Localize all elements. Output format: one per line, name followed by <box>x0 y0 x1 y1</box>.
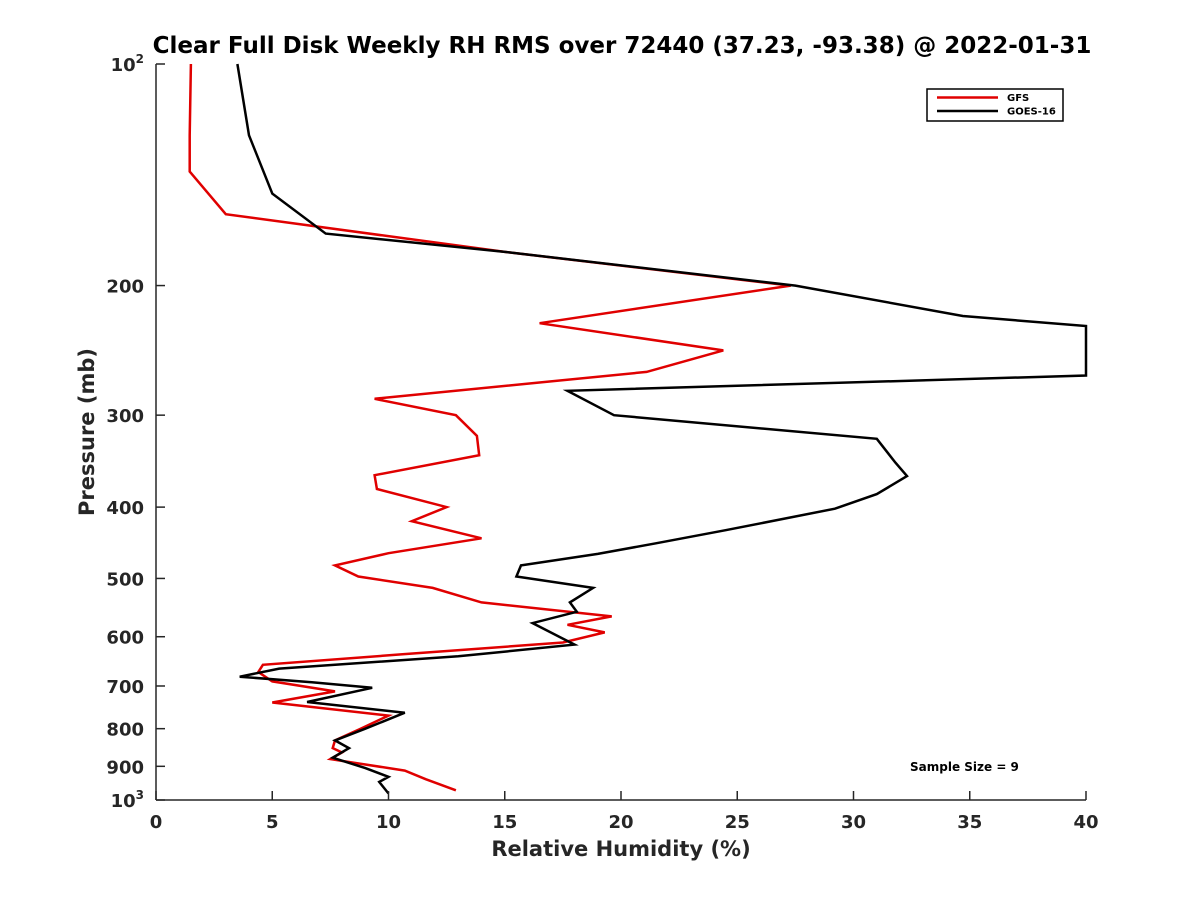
series-line-goes16 <box>236 63 1088 795</box>
x-tick-label: 10 <box>376 812 401 833</box>
y-tick-label: 102 <box>111 52 144 76</box>
x-tick-label: 40 <box>1073 812 1098 833</box>
y-tick-base: 10 <box>111 55 136 76</box>
x-ticks: 0 5 10 15 20 25 30 35 40 <box>150 791 1099 833</box>
y-tick-label: 103 <box>111 788 144 812</box>
y-tick-label: 300 <box>106 406 144 427</box>
x-tick-label: 30 <box>841 812 866 833</box>
x-tick-label: 0 <box>150 812 163 833</box>
y-tick-label: 800 <box>106 720 144 741</box>
y-tick-label: 400 <box>106 498 144 519</box>
y-tick-label: 200 <box>106 277 144 298</box>
x-axis-label: Relative Humidity (%) <box>491 837 750 861</box>
legend-label-goes16: GOES-16 <box>1007 107 1056 118</box>
y-tick-label: 500 <box>106 569 144 590</box>
y-tick-base: 10 <box>111 791 136 812</box>
y-tick-exponent: 2 <box>136 52 144 66</box>
plot-background <box>156 64 1086 800</box>
x-tick-label: 20 <box>608 812 633 833</box>
chart-title: Clear Full Disk Weekly RH RMS over 72440… <box>153 33 1092 59</box>
x-tick-label: 35 <box>957 812 982 833</box>
x-tick-label: 15 <box>492 812 517 833</box>
x-tick-label: 5 <box>266 812 279 833</box>
plot-area: 0 5 10 15 20 25 30 35 40 10220030040050060070080… <box>106 52 1098 833</box>
legend: GFS GOES-16 <box>926 88 1064 122</box>
series-line-gfs <box>188 63 791 792</box>
legend-box <box>926 88 1064 122</box>
y-axis-label: Pressure (mb) <box>75 348 99 516</box>
series-layer <box>188 63 1088 795</box>
sample-size-annotation: Sample Size = 9 <box>910 760 1019 774</box>
y-tick-label: 700 <box>106 677 144 698</box>
x-tick-label: 25 <box>725 812 750 833</box>
y-tick-exponent: 3 <box>136 788 144 802</box>
y-tick-label: 600 <box>106 628 144 649</box>
legend-label-gfs: GFS <box>1007 93 1029 104</box>
y-tick-label: 900 <box>106 757 144 778</box>
